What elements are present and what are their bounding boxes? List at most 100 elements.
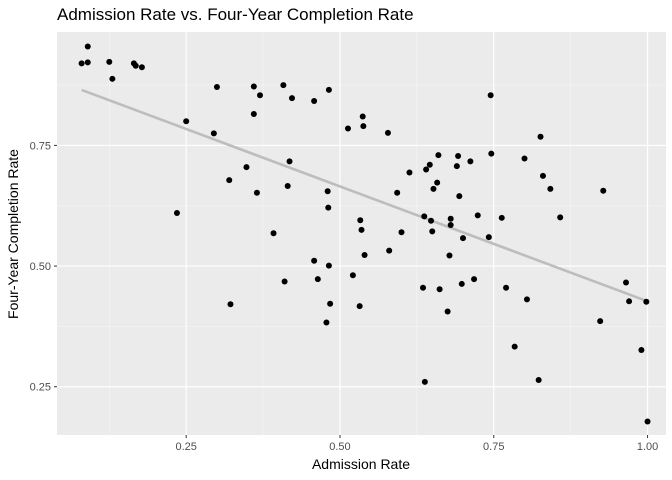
major-gridlines [57,32,666,435]
data-point [359,113,366,120]
data-point [361,251,368,258]
data-point [250,111,257,118]
x-tick-label: 0.25 [175,441,196,453]
y-tick-label: 0.25 [30,382,51,394]
data-point [325,262,332,269]
data-point [471,276,478,283]
data-point [643,298,650,305]
data-point [446,252,453,259]
data-point [286,158,293,165]
data-point [384,129,391,136]
data-point [537,133,544,140]
data-point [430,185,437,192]
data-point [474,212,481,219]
data-point [257,92,263,99]
data-point [447,215,454,222]
x-tick-label: 1.00 [637,441,658,453]
data-point [253,189,260,196]
y-axis-ticks: 0.25 0.50 0.75 [30,140,57,394]
data-point [597,318,604,325]
minor-gridlines [57,32,666,435]
data-point [498,214,505,221]
y-axis-title: Four-Year Completion Rate [5,149,21,319]
data-point [358,226,365,233]
data-point [406,169,413,176]
data-point [106,58,113,65]
data-point [349,272,356,279]
data-point [453,163,460,170]
x-axis-ticks: 0.25 0.50 0.75 1.00 [175,435,658,453]
data-point [227,301,234,308]
trend-line-layer [81,88,649,303]
data-point [324,188,331,195]
data-points [78,43,651,425]
data-point [78,60,85,67]
data-point [539,172,546,179]
data-point [487,92,494,99]
data-point [173,209,180,216]
data-point [314,276,321,283]
data-point [523,296,530,303]
data-point [284,182,291,189]
data-point [84,43,91,50]
data-point [420,284,427,291]
data-point [327,300,334,307]
data-point [281,278,288,285]
data-point [434,179,441,186]
data-point [511,343,518,350]
data-point [138,64,145,71]
data-point [436,286,443,293]
data-point [386,247,393,254]
data-point [423,166,430,173]
x-tick-label: 0.75 [483,441,504,453]
data-point [488,150,495,157]
data-point [428,217,435,224]
y-tick-label: 0.50 [30,261,51,273]
data-point [644,418,651,425]
data-point [429,228,436,235]
plot-panel [57,32,666,435]
x-axis-title: Admission Rate [312,456,410,472]
data-point [638,347,645,354]
data-point [623,279,630,286]
data-point [270,230,277,237]
data-point [456,193,463,200]
data-point [132,62,139,69]
data-point [426,161,433,168]
data-point [521,155,528,162]
data-point [458,280,465,287]
data-point [311,257,318,264]
data-point [213,84,220,91]
data-point [109,75,116,82]
data-point [394,189,401,196]
trend-line [81,88,649,303]
data-point [455,153,462,160]
data-point [467,158,474,165]
data-point [323,319,330,326]
data-point [325,86,332,93]
data-point [398,229,405,236]
data-point [447,222,454,229]
chart-title: Admission Rate vs. Four-Year Completion … [57,5,414,24]
data-point [600,187,607,194]
data-point [226,177,233,184]
data-point [421,378,428,385]
data-point [325,204,332,211]
data-point [344,125,351,132]
data-point [356,303,363,310]
data-point [360,123,367,130]
data-point [210,130,217,137]
data-point [535,376,542,383]
data-point [557,214,564,221]
data-point [485,234,492,241]
data-point [183,118,190,125]
data-point [421,213,428,220]
data-point [311,98,318,105]
data-point [626,298,633,305]
data-point [503,284,510,291]
y-tick-label: 0.75 [30,140,51,152]
data-point [84,59,91,66]
data-point [243,164,250,171]
data-point [357,217,364,224]
